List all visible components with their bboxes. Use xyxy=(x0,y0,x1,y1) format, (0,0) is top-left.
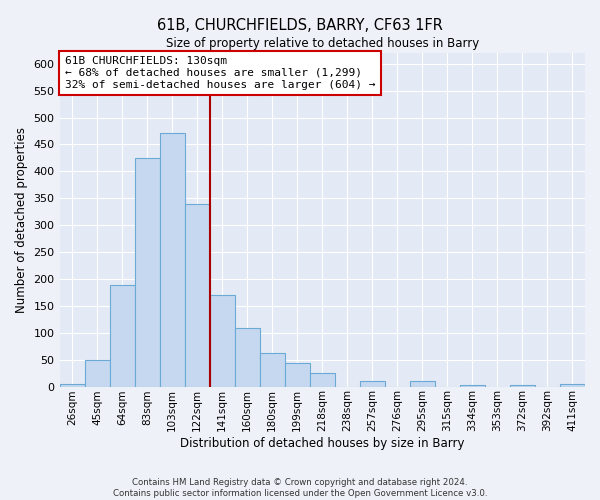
Bar xyxy=(235,328,260,386)
Bar xyxy=(59,384,85,386)
Text: 61B, CHURCHFIELDS, BARRY, CF63 1FR: 61B, CHURCHFIELDS, BARRY, CF63 1FR xyxy=(157,18,443,32)
Bar xyxy=(260,353,285,386)
Bar xyxy=(310,373,335,386)
Y-axis label: Number of detached properties: Number of detached properties xyxy=(15,127,28,313)
Bar xyxy=(410,380,435,386)
Bar xyxy=(160,132,185,386)
Bar xyxy=(134,158,160,386)
Text: Contains HM Land Registry data © Crown copyright and database right 2024.
Contai: Contains HM Land Registry data © Crown c… xyxy=(113,478,487,498)
Title: Size of property relative to detached houses in Barry: Size of property relative to detached ho… xyxy=(166,38,479,51)
Text: 61B CHURCHFIELDS: 130sqm
← 68% of detached houses are smaller (1,299)
32% of sem: 61B CHURCHFIELDS: 130sqm ← 68% of detach… xyxy=(65,56,375,90)
Bar xyxy=(209,295,235,386)
Bar xyxy=(510,385,535,386)
Bar xyxy=(285,363,310,386)
Bar xyxy=(85,360,110,386)
Bar xyxy=(110,286,134,386)
Bar xyxy=(185,204,209,386)
Bar xyxy=(460,385,485,386)
Bar xyxy=(560,384,585,386)
X-axis label: Distribution of detached houses by size in Barry: Distribution of detached houses by size … xyxy=(180,437,464,450)
Bar xyxy=(360,380,385,386)
